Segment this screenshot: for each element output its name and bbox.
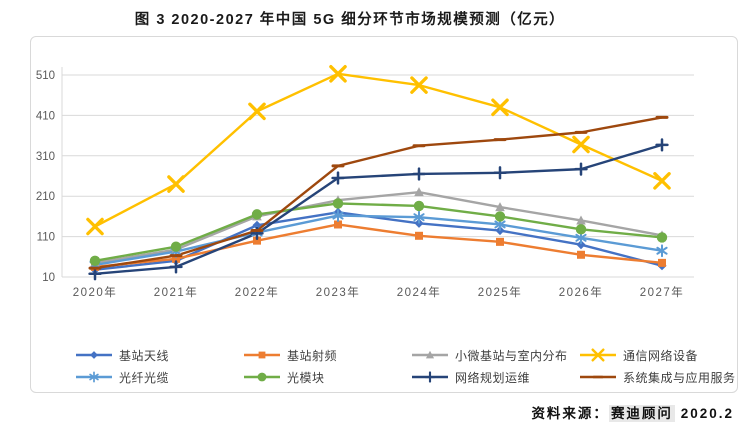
legend-item-5: 光模块: [243, 367, 325, 387]
series-markers-5: [89, 198, 668, 267]
chart-frame: [30, 36, 738, 393]
x-tick-label: 2020年: [73, 285, 118, 299]
x-tick-label: 2022年: [235, 285, 280, 299]
legend-label: 系统集成与应用服务: [623, 370, 736, 385]
chart-legend: 基站天线 基站射频 小微基站与室内分布 通信网络设备光纤光缆 光模块 网络规划运维 系统集成…: [0, 343, 744, 389]
chart-title: 图 3 2020-2027 年中国 5G 细分环节市场规模预测（亿元）: [134, 12, 566, 28]
series-line-2: [94, 190, 663, 265]
x-tick-label: 2024年: [397, 285, 442, 299]
legend-swatch-plus-icon: [412, 371, 448, 383]
legend-swatch-square-icon: [244, 351, 280, 359]
legend-label: 基站天线: [119, 348, 170, 363]
x-tick-label: 2021年: [154, 285, 199, 299]
legend-item-6: 网络规划运维: [411, 367, 530, 387]
y-tick-label: 110: [37, 232, 55, 244]
series-markers-7: [88, 115, 669, 270]
legend-swatch-diamond-icon: [76, 351, 112, 359]
legend-label: 基站射频: [287, 348, 338, 363]
x-tick-label: 2025年: [478, 285, 523, 299]
legend-item-2: 小微基站与室内分布: [411, 345, 568, 365]
legend-label: 光模块: [287, 370, 325, 385]
y-tick-label: 210: [36, 191, 55, 203]
legend-item-4: 光纤光缆: [75, 367, 169, 387]
legend-swatch-circle-icon: [244, 372, 280, 382]
x-tick-label: 2026年: [559, 285, 604, 299]
series-line-5: [94, 202, 663, 263]
series-line-3: [94, 72, 663, 228]
legend-item-0: 基站天线: [75, 345, 169, 365]
series-line-6: [94, 143, 663, 275]
legend-swatch-dash-icon: [580, 375, 616, 379]
legend-item-3: 通信网络设备: [579, 345, 698, 365]
legend-label: 光纤光缆: [119, 370, 170, 385]
source-line: 资料来源： 赛迪顾问 2020.2: [531, 402, 734, 422]
legend-label: 通信网络设备: [623, 348, 699, 363]
series-line-4: [94, 214, 663, 267]
y-tick-label: 10: [42, 272, 55, 284]
source-prefix: 资料来源：: [531, 406, 609, 421]
y-tick-label: 310: [36, 151, 55, 163]
legend-swatch-asterisk-icon: [76, 371, 112, 383]
legend-label: 小微基站与室内分布: [455, 348, 568, 363]
series-line-1: [94, 223, 663, 269]
legend-swatch-x-icon: [580, 348, 616, 362]
series-markers-3: [86, 64, 671, 236]
legend-item-7: 系统集成与应用服务: [579, 367, 736, 387]
legend-label: 网络规划运维: [455, 370, 531, 385]
legend-item-1: 基站射频: [243, 345, 337, 365]
source-date: 2020.2: [680, 406, 734, 421]
series-line-7: [94, 116, 663, 270]
y-tick-label: 410: [36, 110, 55, 122]
x-tick-label: 2027年: [640, 285, 685, 299]
source-org: 赛迪顾问: [608, 405, 675, 422]
legend-swatch-triangle-icon: [412, 350, 448, 359]
x-tick-label: 2023年: [316, 285, 361, 299]
y-tick-label: 510: [36, 70, 55, 82]
series-markers-6: [88, 138, 669, 281]
line-chart-plot: 10 110 210 310 410 510 2020年 2021年 2022年 2023年 202…: [36, 64, 694, 299]
